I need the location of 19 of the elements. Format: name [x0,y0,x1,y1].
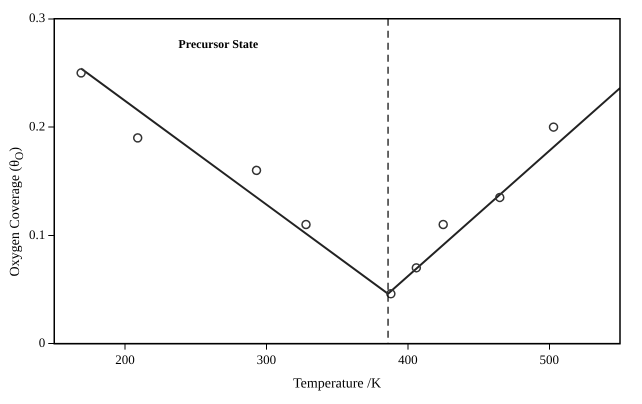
x-tick-label: 200 [115,352,135,367]
x-axis-title: Temperature /K [292,376,381,392]
point [301,220,311,230]
point [494,192,504,202]
point [252,166,262,176]
point [386,289,396,299]
point [548,122,558,132]
point [132,133,142,143]
point [411,263,421,273]
point [438,220,448,230]
y-tick-label: 0 [38,335,46,350]
y-tick-label: 0.1 [28,226,46,242]
annotation: Precursor State [178,36,259,51]
y-tick-label: 0.3 [28,10,46,26]
x-tick-label: 500 [539,352,559,367]
point [76,68,86,78]
x-tick-label: 300 [256,352,276,367]
y-tick-label: 0.2 [28,118,46,134]
x-tick-label: 400 [398,352,418,367]
